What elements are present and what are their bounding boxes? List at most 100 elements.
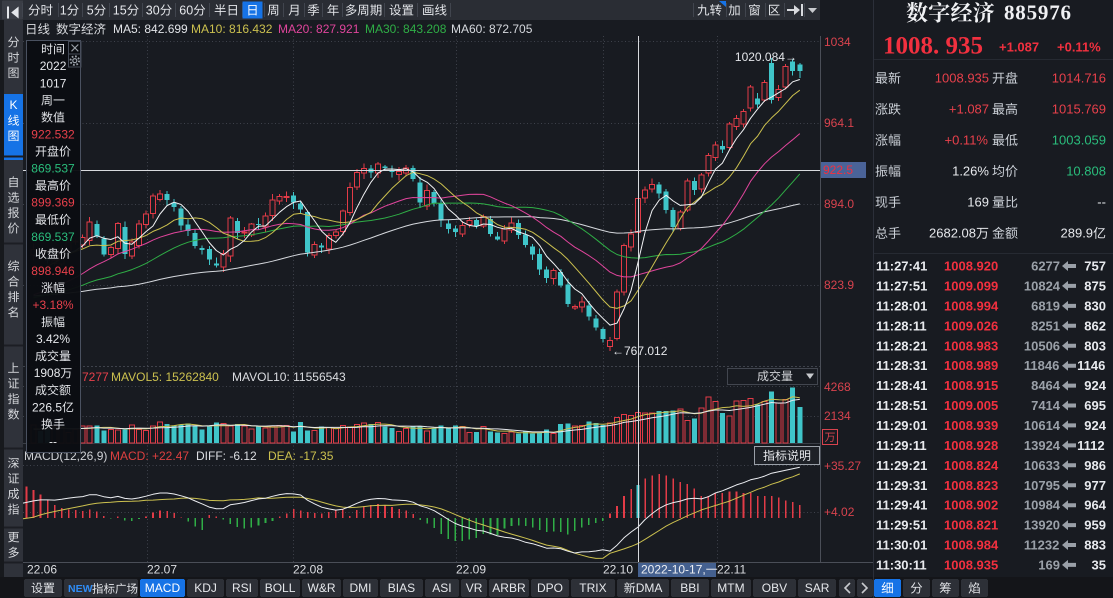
svg-text:11:29:51: 11:29:51: [876, 518, 927, 533]
svg-text:DEA: -17.35: DEA: -17.35: [268, 449, 334, 463]
svg-text:885976: 885976: [1004, 1, 1072, 25]
svg-text:11:27:41: 11:27:41: [876, 259, 927, 274]
svg-text:1008.823: 1008.823: [944, 478, 998, 493]
svg-text:11232: 11232: [1024, 538, 1059, 553]
svg-text:11:29:01: 11:29:01: [876, 418, 927, 433]
svg-text:8464: 8464: [1031, 378, 1061, 393]
svg-text:1014.716: 1014.716: [1052, 71, 1106, 86]
svg-text:4268: 4268: [824, 380, 851, 394]
svg-text:5: 5: [87, 3, 94, 17]
svg-text:22.06: 22.06: [27, 563, 57, 577]
svg-text:2682.08: 2682.08: [929, 226, 976, 241]
svg-text:1008.824: 1008.824: [944, 458, 999, 473]
svg-text:1112: 1112: [1077, 438, 1105, 453]
svg-text:SAR: SAR: [805, 581, 830, 595]
svg-text:2134: 2134: [824, 409, 851, 423]
svg-text:MAVOL5: 15262840: MAVOL5: 15262840: [111, 370, 219, 384]
svg-text:869.537: 869.537: [31, 230, 75, 244]
svg-text:922.532: 922.532: [31, 127, 75, 141]
svg-text:ARBR: ARBR: [492, 581, 526, 595]
svg-text:W&R: W&R: [308, 581, 336, 595]
svg-text:922.5: 922.5: [823, 163, 853, 177]
svg-text:875: 875: [1084, 279, 1106, 294]
svg-text:+3.18%: +3.18%: [33, 298, 74, 312]
svg-text:977: 977: [1084, 478, 1106, 493]
svg-text:803: 803: [1084, 338, 1106, 353]
svg-text:757: 757: [1084, 259, 1106, 274]
svg-text:MA20: 827.921: MA20: 827.921: [278, 22, 360, 36]
svg-text:1008.935: 1008.935: [935, 71, 989, 86]
svg-text:MA30: 843.208: MA30: 843.208: [365, 22, 447, 36]
svg-text:1009.026: 1009.026: [944, 318, 998, 333]
svg-text:+0.11%: +0.11%: [1057, 40, 1101, 55]
svg-text:6819: 6819: [1031, 298, 1060, 313]
svg-text:MA60: 872.705: MA60: 872.705: [451, 22, 533, 36]
svg-text:DPO: DPO: [537, 581, 563, 595]
svg-text:11:28:41: 11:28:41: [876, 378, 927, 393]
svg-text:1003.059: 1003.059: [1052, 133, 1106, 148]
svg-text:+1.087: +1.087: [949, 102, 989, 117]
svg-text:10614: 10614: [1024, 418, 1061, 433]
svg-text:MACD: MACD: [145, 581, 181, 595]
svg-text:MA5: 842.699: MA5: 842.699: [113, 22, 188, 36]
svg-text:924: 924: [1084, 418, 1106, 433]
svg-text:30: 30: [146, 3, 160, 17]
svg-text:7414: 7414: [1031, 398, 1061, 413]
svg-text:1008.994: 1008.994: [944, 298, 999, 313]
svg-text:MACD: +22.47: MACD: +22.47: [110, 449, 189, 463]
svg-text:11:30:11: 11:30:11: [876, 558, 927, 573]
svg-text:11:29:41: 11:29:41: [876, 498, 927, 513]
svg-text:+0.11%: +0.11%: [945, 133, 989, 148]
svg-text:986: 986: [1084, 458, 1106, 473]
svg-text:894.0: 894.0: [824, 197, 854, 211]
svg-text:BBI: BBI: [680, 581, 699, 595]
svg-text:11:27:51: 11:27:51: [876, 279, 927, 294]
svg-text:11846: 11846: [1024, 358, 1059, 373]
svg-text:1146: 1146: [1077, 358, 1105, 373]
svg-text:KDJ: KDJ: [194, 581, 217, 595]
svg-text:22.07: 22.07: [147, 563, 177, 577]
svg-text:964: 964: [1084, 498, 1106, 513]
svg-text:964.1: 964.1: [824, 116, 854, 130]
svg-text:13920: 13920: [1024, 518, 1060, 533]
svg-text:959: 959: [1084, 518, 1106, 533]
svg-text:7277: 7277: [82, 370, 109, 384]
svg-text:MAVOL10: 11556543: MAVOL10: 11556543: [232, 370, 346, 384]
svg-text:823.9: 823.9: [824, 278, 854, 292]
svg-text:11:28:01: 11:28:01: [876, 298, 927, 313]
svg-text:1008.915: 1008.915: [944, 378, 998, 393]
svg-text:11:29:21: 11:29:21: [876, 458, 927, 473]
svg-text:6277: 6277: [1031, 259, 1060, 274]
svg-text:830: 830: [1084, 298, 1106, 313]
svg-text:1008.920: 1008.920: [944, 259, 998, 274]
svg-text:1015.769: 1015.769: [1052, 102, 1106, 117]
svg-text:DMI: DMI: [350, 581, 372, 595]
svg-text:10506: 10506: [1024, 338, 1060, 353]
svg-text:1008.984: 1008.984: [944, 538, 999, 553]
svg-text:1008.935: 1008.935: [944, 558, 998, 573]
svg-text:MA10: 816.432: MA10: 816.432: [191, 22, 273, 36]
svg-text:11:28:21: 11:28:21: [876, 338, 927, 353]
svg-text:VR: VR: [466, 581, 483, 595]
svg-text:11:29:11: 11:29:11: [876, 438, 927, 453]
svg-text:1008.902: 1008.902: [944, 498, 998, 513]
svg-text:K: K: [10, 98, 18, 112]
svg-text:1008. 935: 1008. 935: [883, 33, 983, 60]
svg-text:226.5: 226.5: [32, 400, 62, 414]
svg-text:OBV: OBV: [762, 581, 787, 595]
svg-text:11:28:51: 11:28:51: [876, 398, 927, 413]
svg-text:1009.099: 1009.099: [944, 279, 998, 294]
svg-text:10984: 10984: [1024, 498, 1061, 513]
svg-text:1009.005: 1009.005: [944, 398, 998, 413]
svg-text:BOLL: BOLL: [265, 581, 296, 595]
svg-text:899.369: 899.369: [31, 196, 75, 210]
svg-text:1008.983: 1008.983: [944, 338, 998, 353]
svg-text:10795: 10795: [1024, 478, 1060, 493]
svg-text:1034: 1034: [824, 35, 851, 49]
svg-text:60: 60: [179, 3, 193, 17]
svg-text:2022-10-17,: 2022-10-17,: [641, 563, 706, 577]
svg-text:22.09: 22.09: [456, 563, 486, 577]
svg-text:1020.084→: 1020.084→: [735, 50, 797, 64]
svg-text:22.08: 22.08: [293, 563, 323, 577]
svg-text:15: 15: [113, 3, 127, 17]
